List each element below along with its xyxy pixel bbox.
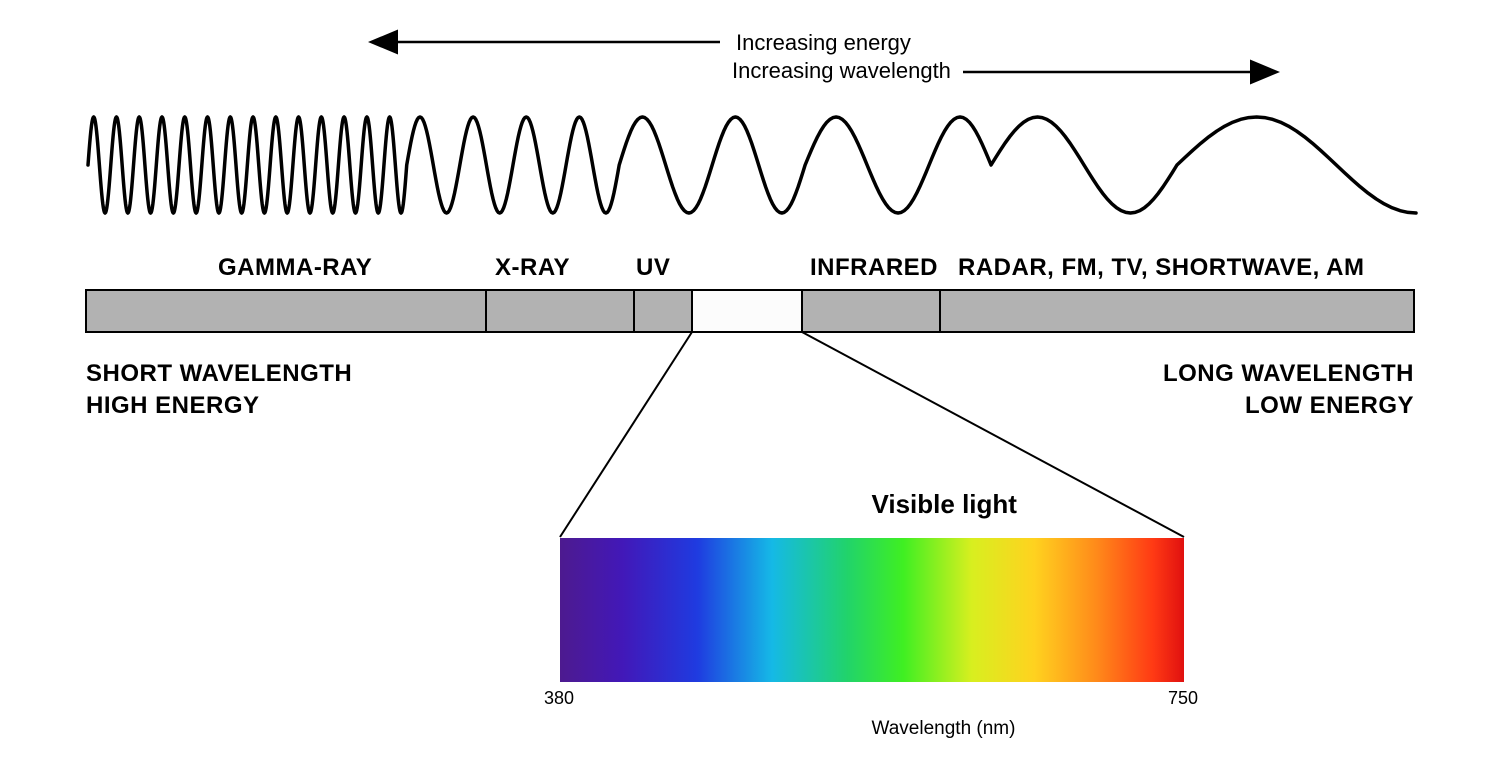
spectrum-bar [86,290,1414,332]
visible-spectrum-rect [560,538,1184,682]
diagram-canvas [0,0,1488,772]
direction-arrows [373,42,1275,72]
wave-curve [88,117,1416,213]
visible-callout-lines [560,332,1184,537]
